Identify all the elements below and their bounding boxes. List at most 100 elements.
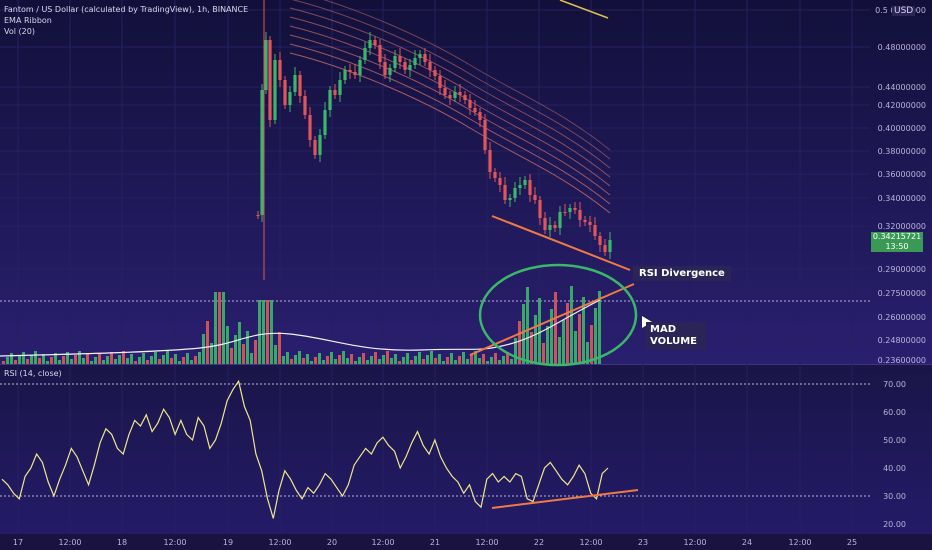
price-tick-label: 0.38000000 [878,147,926,156]
candle-body [588,222,592,225]
volume-bar [106,356,109,364]
volume-bar [146,360,149,364]
candle-body [518,185,522,188]
time-axis-bg [0,534,932,550]
candle-body [453,92,457,98]
candle-body [478,112,482,120]
volume-bar [178,361,181,364]
rsi-panel-bg [0,364,932,534]
candle-body [483,120,487,150]
volume-bar [438,354,441,364]
time-tick-label: 24 [742,538,752,547]
price-tick-label: 0.32000000 [878,222,926,231]
volume-bar [598,291,601,364]
volume-bar [394,354,397,364]
volume-bar [114,359,117,364]
volume-bar [542,343,545,364]
volume-bar [190,360,193,364]
volume-bar [6,357,9,364]
volume-bar [330,352,333,364]
time-tick-label: 22 [534,538,544,547]
volume-bar [170,358,173,364]
currency-label[interactable]: USD [892,6,916,16]
volume-bar [334,359,337,364]
volume-bar [466,359,469,364]
volume-bar [78,351,81,364]
candle-body [413,58,417,65]
volume-bar [150,356,153,364]
volume-bar [70,359,73,364]
time-tick-label: 19 [223,538,233,547]
volume-bar [242,344,245,364]
mad-volume-callout: MAD VOLUME [646,322,706,350]
volume-bar [2,361,5,364]
candle-body [563,212,567,213]
chart-legend: Fantom / US Dollar (calculated by Tradin… [4,4,248,37]
candle-body [323,110,327,135]
candle-body [383,62,387,75]
volume-bar [38,358,41,364]
price-tick-label: 0.40000000 [878,124,926,133]
volume-bar [410,360,413,364]
volume-bar [42,354,45,364]
volume-bar [490,357,493,364]
price-tick-label: 0.26000000 [878,313,926,322]
volume-bar [158,359,161,364]
last-price-tag: 0.34215721 13:50 [871,232,923,252]
volume-bar [66,352,69,364]
candle-body [264,40,268,90]
candle-body [603,245,607,252]
time-tick-label: 12:00 [163,538,186,547]
price-tick-label: 0.23600000 [878,356,926,365]
candle-body [398,56,402,62]
rsi-series [0,379,870,519]
volume-bar [58,360,61,364]
price-tick-label: 0.36000000 [878,170,926,179]
volume-bars [0,286,601,364]
volume-bar [110,352,113,364]
time-tick-label: 12:00 [788,538,811,547]
volume-bar [246,331,249,364]
volume-bar [346,358,349,364]
volume-bar [538,298,541,364]
rsi-tick-label: 70.00 [883,380,906,389]
time-tick-label: 12:00 [371,538,394,547]
candle-body [363,48,367,60]
candle-body [503,185,507,200]
volume-bar [222,292,225,364]
volume-bar [194,356,197,364]
candle-body [428,62,432,70]
candle-body [338,80,342,95]
volume-bar [550,309,553,364]
volume-bar [302,358,305,364]
candle-body [528,180,532,195]
candle-body [308,115,312,140]
volume-bar [594,308,597,364]
candle-body [463,95,467,100]
candle-body [533,195,537,200]
volume-bar [134,361,137,364]
volume-bar [294,355,297,364]
candle-body [343,70,347,80]
price-trendline [491,215,631,271]
candle-body [333,90,337,95]
candle-body [418,54,422,58]
candle-body [543,218,547,230]
candle-body [513,188,517,198]
price-panel-bg [0,0,932,364]
volume-bar [406,353,409,364]
candle-body [293,75,297,92]
time-tick-label: 12:00 [475,538,498,547]
ema-ribbon-line [289,7,611,169]
volume-bar [478,358,481,364]
volume-bar [98,353,101,364]
candle-body [278,60,282,80]
volume-bar [310,361,313,364]
candle-body [473,108,477,112]
time-tick-label: 23 [638,538,648,547]
time-tick-label: 12:00 [683,538,706,547]
candle-body [403,62,407,70]
volume-bar [386,351,389,364]
